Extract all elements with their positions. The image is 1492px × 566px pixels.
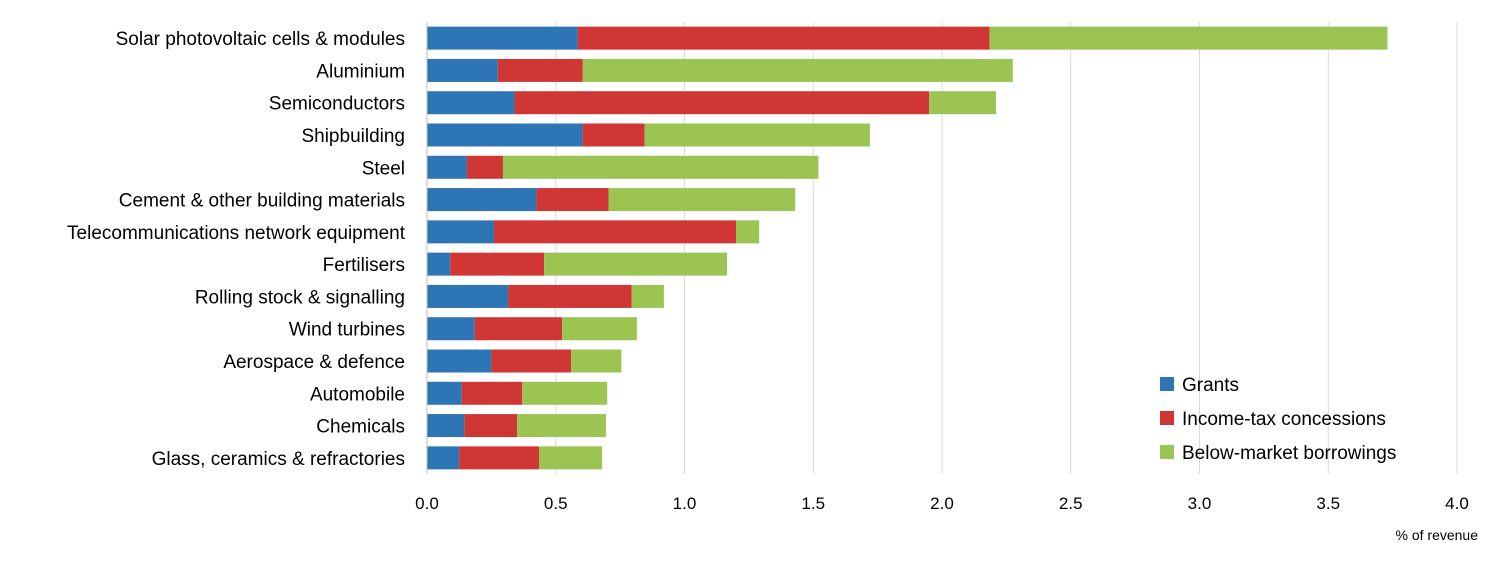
bar-grants [427, 446, 460, 470]
legend-label: Income-tax concessions [1182, 409, 1386, 430]
bar-below-market-borrowings [539, 446, 603, 470]
bar-below-market-borrowings [989, 26, 1388, 50]
gridlines [555, 22, 1458, 474]
x-tick-label: 3.0 [1188, 494, 1212, 513]
category-label: Solar photovoltaic cells & modules [116, 29, 405, 50]
bar-below-market-borrowings [517, 414, 606, 438]
legend-swatch [1160, 445, 1174, 459]
bar-below-market-borrowings [582, 58, 1013, 82]
bar-grants [427, 284, 509, 308]
x-tick-label: 4.0 [1445, 494, 1469, 513]
x-tick-label: 1.5 [801, 494, 825, 513]
legend-swatch [1160, 411, 1174, 425]
category-label: Shipbuilding [301, 126, 405, 147]
bar-income-tax-concessions [514, 91, 930, 115]
bar-below-market-borrowings [522, 381, 608, 405]
x-tick-label: 2.0 [930, 494, 954, 513]
legend: Grants Income-tax concessions Below-market… [1160, 375, 1396, 464]
bar-grants [427, 381, 462, 405]
bar-grants [427, 155, 467, 179]
bar-income-tax-concessions [474, 317, 563, 341]
bar-below-market-borrowings [736, 220, 760, 244]
bar-income-tax-concessions [491, 349, 572, 373]
bar-income-tax-concessions [461, 381, 523, 405]
category-label: Wind turbines [289, 320, 405, 341]
bar-below-market-borrowings [502, 155, 819, 179]
category-label: Fertilisers [323, 255, 405, 276]
category-labels: Solar photovoltaic cells & modules Alumin… [67, 29, 406, 470]
bars [427, 26, 1388, 470]
bar-income-tax-concessions [536, 188, 609, 212]
bar-income-tax-concessions [493, 220, 736, 244]
bar-below-market-borrowings [571, 349, 622, 373]
bar-below-market-borrowings [644, 123, 870, 147]
bar-income-tax-concessions [577, 26, 990, 50]
x-tick-label: 1.0 [673, 494, 697, 513]
bar-income-tax-concessions [497, 58, 583, 82]
bar-income-tax-concessions [582, 123, 645, 147]
bar-grants [427, 188, 537, 212]
legend-swatch [1160, 377, 1174, 391]
x-tick-label: 3.5 [1316, 494, 1340, 513]
bar-grants [427, 414, 465, 438]
x-axis-title: % of revenue [1396, 527, 1479, 543]
category-label: Telecommunications network equipment [67, 223, 406, 244]
bar-grants [427, 26, 578, 50]
bar-below-market-borrowings [929, 91, 997, 115]
bar-income-tax-concessions [464, 414, 518, 438]
bar-below-market-borrowings [544, 252, 727, 276]
bar-grants [427, 252, 451, 276]
bar-grants [427, 58, 498, 82]
legend-label: Below-market borrowings [1182, 443, 1396, 464]
category-label: Cement & other building materials [119, 191, 405, 212]
category-label: Steel [362, 158, 405, 179]
bar-grants [427, 91, 515, 115]
bar-grants [427, 317, 475, 341]
category-label: Semiconductors [269, 94, 405, 115]
bar-income-tax-concessions [450, 252, 545, 276]
legend-label: Grants [1182, 375, 1239, 396]
bar-income-tax-concessions [459, 446, 540, 470]
bar-below-market-borrowings [631, 284, 664, 308]
bar-below-market-borrowings [608, 188, 796, 212]
bar-grants [427, 220, 494, 244]
bar-grants [427, 123, 583, 147]
x-tick-label: 0.0 [415, 494, 439, 513]
category-label: Rolling stock & signalling [195, 287, 405, 308]
bar-grants [427, 349, 492, 373]
category-label: Chemicals [316, 417, 405, 438]
bar-income-tax-concessions [508, 284, 632, 308]
x-tick-label: 2.5 [1059, 494, 1083, 513]
x-tick-label: 0.5 [544, 494, 568, 513]
x-tick-labels: 0.0 0.5 1.0 1.5 2.0 2.5 3.0 3.5 4.0 [415, 494, 1469, 513]
category-label: Aluminium [316, 61, 405, 82]
category-label: Automobile [310, 384, 405, 405]
category-label: Aerospace & defence [223, 352, 405, 373]
category-label: Glass, ceramics & refractories [152, 449, 405, 470]
bar-income-tax-concessions [466, 155, 503, 179]
bar-below-market-borrowings [562, 317, 637, 341]
